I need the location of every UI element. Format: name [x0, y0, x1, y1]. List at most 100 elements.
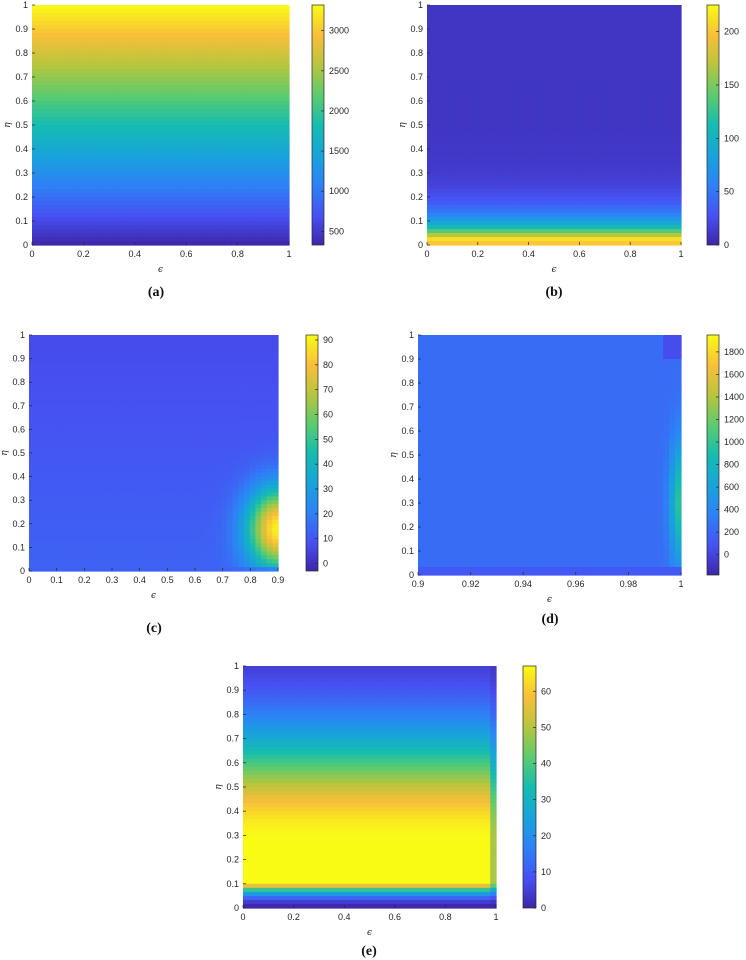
heatmap-cell [230, 189, 238, 194]
heatmap-cell [183, 25, 191, 30]
heatmap-cell [90, 13, 97, 18]
heatmap-cell [582, 5, 590, 10]
heatmap-cell [467, 117, 474, 122]
heatmap-cell [634, 221, 642, 226]
heatmap-cell [43, 121, 51, 126]
heatmap-cell [611, 17, 619, 22]
heatmap-cell [554, 189, 561, 194]
colorbar-tick-label: 2000 [329, 106, 349, 116]
heatmap-cell [640, 109, 647, 114]
heatmap-cell [55, 109, 62, 114]
heatmap-cell [248, 221, 255, 226]
heatmap-cell [160, 189, 167, 194]
heatmap-cell [49, 109, 56, 114]
heatmap-cell [646, 5, 653, 10]
heatmap-cell [107, 133, 115, 138]
heatmap-cell [478, 121, 486, 126]
heatmap-cell [565, 65, 572, 70]
heatmap-cell [253, 81, 261, 86]
heatmap-cell [582, 225, 590, 230]
heatmap-cell [565, 25, 572, 30]
heatmap-cell [218, 133, 226, 138]
heatmap-cell [84, 77, 92, 82]
heatmap-cell [542, 145, 549, 150]
heatmap-cell [55, 105, 62, 110]
heatmap-cell [467, 229, 474, 234]
heatmap-cell [496, 197, 503, 202]
heatmap-cell [496, 25, 503, 30]
heatmap-cell [96, 197, 103, 202]
heatmap-cell [43, 217, 51, 222]
heatmap-cell [432, 157, 440, 162]
heatmap-cell [61, 33, 68, 38]
heatmap-cell [536, 53, 544, 58]
heatmap-cell [160, 105, 167, 110]
heatmap-cell [213, 69, 220, 74]
heatmap-cell [277, 73, 284, 78]
heatmap-cell [166, 189, 173, 194]
heatmap-cell [32, 209, 39, 214]
heatmap-cell [55, 225, 62, 230]
heatmap-cell [113, 33, 121, 38]
heatmap-cell [646, 61, 653, 66]
heatmap-cell [496, 137, 503, 142]
heatmap-cell [577, 133, 584, 138]
heatmap-cell [502, 181, 509, 186]
heatmap-cell [253, 241, 261, 246]
heatmap-cell [55, 237, 62, 242]
heatmap-cell [600, 105, 607, 110]
heatmap-cell [96, 61, 103, 66]
heatmap-cell [113, 57, 121, 62]
heatmap-cell [142, 45, 150, 50]
heatmap-cell [530, 81, 538, 86]
heatmap-cell [455, 141, 463, 146]
heatmap-cell [473, 113, 480, 118]
heatmap-cell [519, 205, 526, 210]
heatmap-cell [588, 37, 596, 42]
heatmap-cell [201, 217, 208, 222]
heatmap-cell [195, 73, 202, 78]
heatmap-cell [230, 17, 238, 22]
heatmap-cell [207, 21, 214, 26]
heatmap-cell [224, 89, 232, 94]
heatmap-cell [640, 181, 647, 186]
heatmap-cell [559, 181, 567, 186]
heatmap-cell [496, 97, 503, 102]
heatmap-cell [72, 169, 80, 174]
heatmap-cell [605, 237, 613, 242]
heatmap-cell [496, 33, 503, 38]
heatmap-cell [183, 5, 191, 10]
heatmap-cell [84, 209, 92, 214]
heatmap-cell [536, 77, 544, 82]
heatmap-cell [507, 181, 515, 186]
heatmap-cell [271, 57, 278, 62]
heatmap-cell [137, 57, 144, 62]
heatmap-cell [450, 17, 457, 22]
heatmap-cell [277, 137, 284, 142]
heatmap-cell [154, 149, 162, 154]
heatmap-cell [473, 241, 480, 246]
heatmap-cell [513, 81, 520, 86]
heatmap-cell [96, 73, 103, 78]
heatmap-cell [49, 233, 56, 238]
heatmap-cell [96, 133, 103, 138]
heatmap-cell [478, 73, 486, 78]
heatmap-cell [450, 93, 457, 98]
heatmap-cell [113, 73, 121, 78]
heatmap-cell [78, 213, 86, 218]
heatmap-cell [32, 201, 39, 206]
heatmap-cell [588, 61, 596, 66]
heatmap-cell [131, 209, 138, 214]
heatmap-cell [582, 33, 590, 38]
heatmap-cell [201, 185, 208, 190]
heatmap-cell [160, 213, 167, 218]
heatmap-cell [530, 5, 538, 10]
heatmap-cell [605, 221, 613, 226]
heatmap-cell [461, 85, 469, 90]
heatmap-cell [502, 197, 509, 202]
heatmap-cell [84, 149, 92, 154]
heatmap-cell [166, 25, 173, 30]
heatmap-cell [548, 237, 555, 242]
heatmap-cell [525, 169, 532, 174]
heatmap-cell [496, 89, 503, 94]
